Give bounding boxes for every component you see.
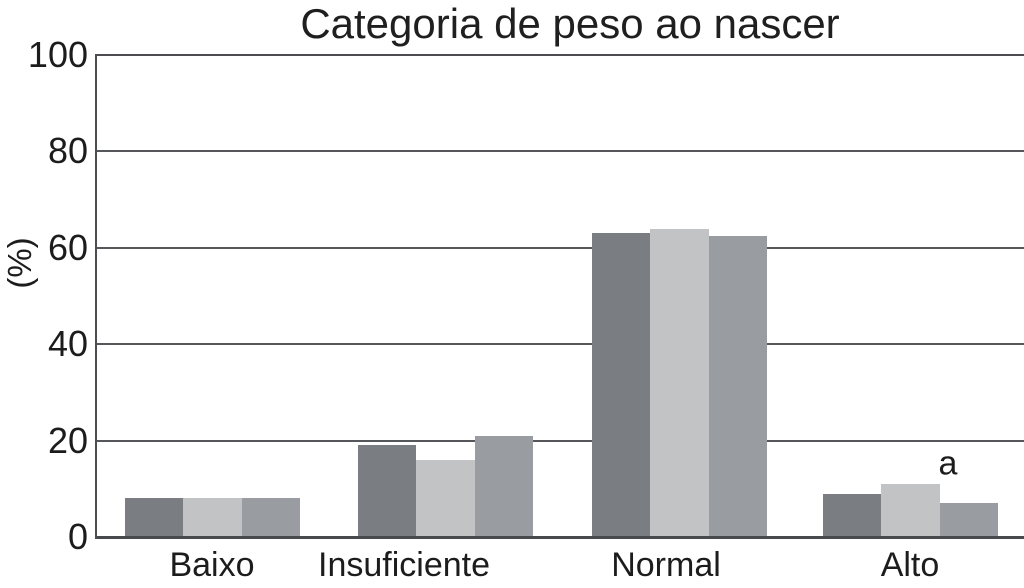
- gridline-60: [95, 246, 1024, 249]
- bar-normal-light-gray: [650, 228, 709, 537]
- gridline-40: [95, 343, 1024, 346]
- x-category-label-baixo: Baixo: [169, 546, 255, 584]
- x-category-label-normal: Normal: [611, 546, 721, 584]
- gridline-80: [95, 150, 1024, 153]
- x-axis-line: [95, 536, 1024, 539]
- bar-baixo-dark-gray: [125, 498, 184, 537]
- bar-baixo-medium-gray: [241, 498, 300, 537]
- ytick-label-80: 80: [47, 130, 88, 172]
- bar-normal-medium-gray: [708, 235, 767, 537]
- ytick-label-20: 20: [47, 419, 88, 461]
- plot-top-border: [95, 54, 1024, 56]
- ytick-label-60: 60: [47, 226, 88, 268]
- bar-insuficiente-medium-gray: [474, 435, 533, 537]
- bar-baixo-light-gray: [183, 498, 242, 537]
- chart-title: Categoria de peso ao nascer: [300, 0, 840, 47]
- x-category-label-insuficiente: Insuficiente: [318, 546, 490, 584]
- ytick-label-100: 100: [27, 34, 88, 75]
- bar-normal-dark-gray: [592, 233, 651, 537]
- bar-insuficiente-dark-gray: [358, 445, 417, 537]
- ytick-label-0: 0: [67, 516, 88, 557]
- bar-alto-medium-gray: [939, 503, 998, 537]
- bar-insuficiente-light-gray: [416, 459, 475, 537]
- bar-annotation: a: [938, 444, 958, 483]
- y-axis-spine: [95, 55, 97, 539]
- bar-alto-light-gray: [881, 483, 940, 537]
- x-category-label-alto: Alto: [880, 546, 940, 584]
- ytick-label-40: 40: [47, 323, 88, 365]
- gridline-20: [95, 439, 1024, 442]
- bar-alto-dark-gray: [823, 493, 882, 537]
